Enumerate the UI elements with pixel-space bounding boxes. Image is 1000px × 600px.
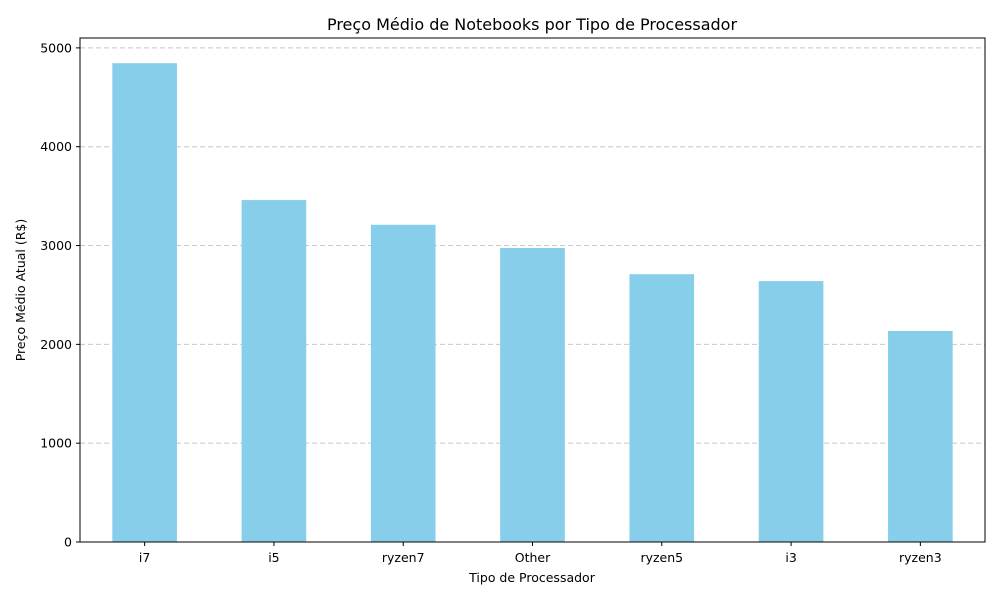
y-tick-label: 5000 xyxy=(40,40,72,55)
bar-other xyxy=(500,248,565,542)
x-tick-label: Other xyxy=(515,550,551,565)
chart-title: Preço Médio de Notebooks por Tipo de Pro… xyxy=(327,15,738,34)
y-tick-label: 1000 xyxy=(40,436,72,451)
bars xyxy=(112,63,953,542)
bar-ryzen7 xyxy=(370,224,436,542)
bar-ryzen3 xyxy=(888,331,953,542)
y-tick-label: 0 xyxy=(64,535,72,550)
x-tick-label: ryzen3 xyxy=(899,550,942,565)
y-axis-label: Preço Médio Atual (R$) xyxy=(13,219,28,362)
bar-i5 xyxy=(241,200,307,542)
bar-i7 xyxy=(112,63,177,542)
y-tick-label: 3000 xyxy=(40,238,72,253)
x-axis-label: Tipo de Processador xyxy=(468,570,596,585)
bar-i3 xyxy=(758,281,824,542)
y-axis-ticks: 0 1000 2000 3000 4000 5000 xyxy=(40,40,80,550)
x-tick-label: i3 xyxy=(785,550,796,565)
bar-ryzen5 xyxy=(629,274,695,542)
x-tick-label: i7 xyxy=(139,550,150,565)
x-tick-label: i5 xyxy=(268,550,279,565)
x-tick-label: ryzen5 xyxy=(640,550,683,565)
y-tick-label: 2000 xyxy=(40,337,72,352)
x-axis-ticks: i7 i5 ryzen7 Other ryzen5 i3 ryzen3 xyxy=(139,542,942,565)
y-tick-label: 4000 xyxy=(40,139,72,154)
x-tick-label: ryzen7 xyxy=(382,550,425,565)
